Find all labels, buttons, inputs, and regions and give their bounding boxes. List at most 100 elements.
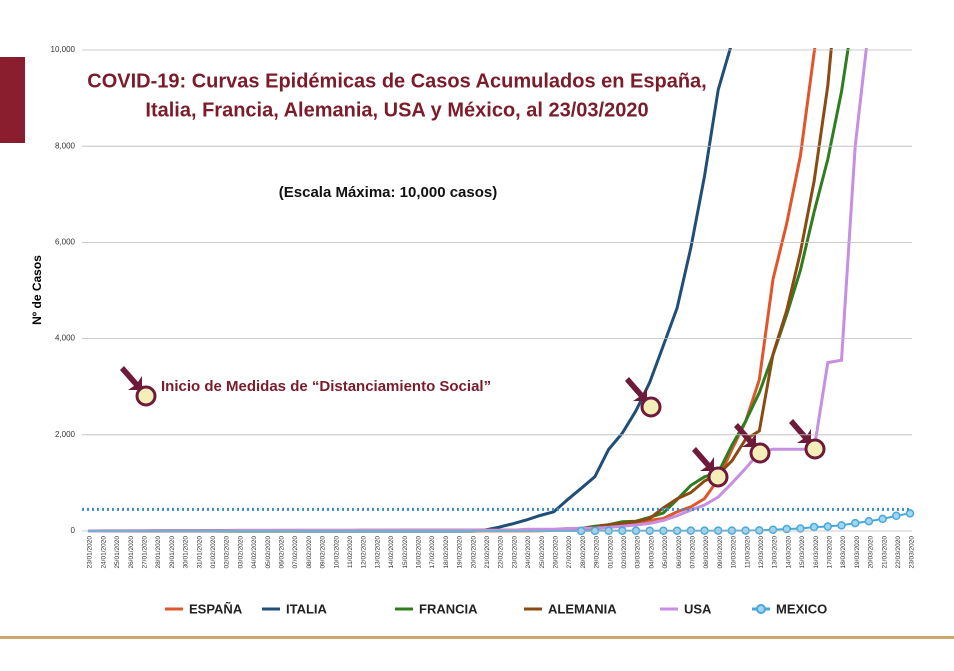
x-tick-label: 14/03/2020 [785, 536, 792, 569]
point [796, 524, 805, 533]
x-tick-label: 03/03/2020 [635, 536, 642, 569]
x-tick-label: 27/02/2020 [566, 536, 573, 569]
x-tick-label: 13/03/2020 [772, 536, 779, 569]
x-tick-label: 21/03/2020 [881, 536, 888, 569]
x-tick-label: 25/02/2020 [539, 536, 546, 569]
annotation: Inicio de Medidas de “Distanciamiento So… [161, 378, 491, 395]
x-tick-label: 04/02/2020 [251, 536, 258, 569]
x-tick-label: 07/03/2020 [690, 536, 697, 569]
x-tick-label: 12/02/2020 [361, 536, 368, 569]
point [768, 525, 778, 534]
x-tick-label: 06/03/2020 [676, 536, 683, 569]
x-tick-label: 22/02/2020 [498, 536, 505, 569]
y-tick-label: 6,000 [55, 238, 76, 247]
x-tick-label: 02/02/2020 [224, 536, 231, 569]
marker-ring [804, 438, 826, 460]
legend: ESPAÑA ITALIA FRANCIA ALEMANIA USA MEXICO [165, 601, 827, 616]
x-tick-label: 26/02/2020 [553, 536, 560, 569]
x-tick-label: 03/02/2020 [237, 536, 244, 569]
legend-label: USA [684, 601, 712, 616]
chart-subtitle: (Escala Máxima: 10,000 casos) [279, 184, 497, 201]
x-tick-label: 15/02/2020 [402, 536, 409, 569]
event-markers [120, 366, 826, 488]
y-tick-label: 4,000 [55, 334, 76, 343]
x-tick-label: 06/02/2020 [279, 536, 286, 569]
legend-swatch [756, 604, 766, 614]
marker-ring [707, 466, 729, 488]
side-bar [0, 57, 25, 143]
y-axis-label: Nº de Casos [30, 255, 44, 325]
x-tick-label: 12/03/2020 [758, 536, 765, 569]
y-tick-label: 8,000 [55, 141, 76, 150]
legend-label: ESPAÑA [189, 601, 243, 616]
point [864, 516, 874, 526]
legend-label: MEXICO [776, 601, 827, 616]
x-tick-label: 23/03/2020 [909, 536, 916, 569]
x-tick-label: 24/01/2020 [100, 536, 107, 569]
x-tick-label: 27/01/2020 [142, 536, 149, 569]
point [850, 518, 860, 528]
x-tick-label: 11/02/2020 [347, 536, 354, 568]
chart-title: COVID-19: Curvas Epidémicas de Casos Acu… [87, 70, 706, 92]
y-tick-label: 10,000 [51, 45, 76, 54]
x-tick-label: 29/01/2020 [169, 536, 176, 569]
x-tick-label: 09/03/2020 [717, 536, 724, 569]
x-tick-label: 22/03/2020 [895, 536, 902, 569]
x-tick-label: 07/02/2020 [292, 536, 299, 569]
x-tick-label: 16/03/2020 [813, 536, 820, 569]
point [892, 511, 901, 521]
x-tick-label: 20/03/2020 [868, 536, 875, 569]
footer-line [0, 636, 954, 639]
legend-label: FRANCIA [419, 601, 478, 616]
x-tick-label: 11/03/2020 [744, 536, 751, 568]
x-tick-label: 05/03/2020 [662, 536, 669, 569]
x-tick-label: 10/03/2020 [731, 536, 738, 569]
point [755, 526, 764, 535]
chart-title: Italia, Francia, Alemania, USA y México,… [145, 99, 648, 121]
x-tick-label: 19/03/2020 [854, 536, 861, 569]
x-tick-label: 28/01/2020 [155, 536, 162, 569]
marker-arrow [625, 377, 647, 401]
x-tick-label: 10/02/2020 [333, 536, 340, 569]
x-tick-label: 09/02/2020 [320, 536, 327, 569]
x-tick-label: 25/01/2020 [114, 536, 121, 569]
x-tick-label: 26/01/2020 [128, 536, 135, 569]
x-tick-label: 17/02/2020 [429, 536, 436, 569]
x-tick-label: 05/02/2020 [265, 536, 272, 569]
marker-ring [640, 396, 662, 418]
x-tick-label: 15/03/2020 [799, 536, 806, 569]
x-tick-label: 28/02/2020 [580, 536, 587, 569]
x-tick-label: 18/02/2020 [443, 536, 450, 569]
x-tick-label: 08/03/2020 [703, 536, 710, 569]
x-tick-label: 23/02/2020 [511, 536, 518, 569]
x-tick-label: 16/02/2020 [416, 536, 423, 569]
x-tick-label: 13/02/2020 [374, 536, 381, 569]
x-tick-label: 19/02/2020 [457, 536, 464, 569]
marker-arrow [789, 419, 811, 443]
marker-arrow [692, 447, 714, 471]
x-tick-label: 21/02/2020 [484, 536, 491, 569]
x-tick-label: 14/02/2020 [388, 536, 395, 569]
x-tick-label: 08/02/2020 [306, 536, 313, 569]
point [878, 514, 887, 524]
x-tick-label: 01/02/2020 [210, 536, 217, 569]
legend-label: ITALIA [286, 601, 328, 616]
y-tick-label: 2,000 [55, 430, 76, 439]
x-tick-label: 29/02/2020 [594, 536, 601, 569]
marker-ring [749, 442, 771, 464]
marker-ring [135, 385, 157, 407]
point [905, 509, 915, 518]
x-tick-label: 02/03/2020 [621, 536, 628, 569]
x-tick-label: 20/02/2020 [470, 536, 477, 569]
point [823, 522, 833, 531]
point [837, 521, 846, 530]
point [809, 522, 819, 532]
marker-arrow [120, 366, 142, 390]
x-tick-label: 01/03/2020 [607, 536, 614, 569]
x-tick-label: 31/01/2020 [196, 536, 203, 569]
y-tick-label: 0 [71, 526, 76, 535]
x-tick-label: 18/03/2020 [840, 536, 847, 569]
legend-label: ALEMANIA [548, 601, 617, 616]
x-tick-label: 17/03/2020 [827, 536, 834, 569]
